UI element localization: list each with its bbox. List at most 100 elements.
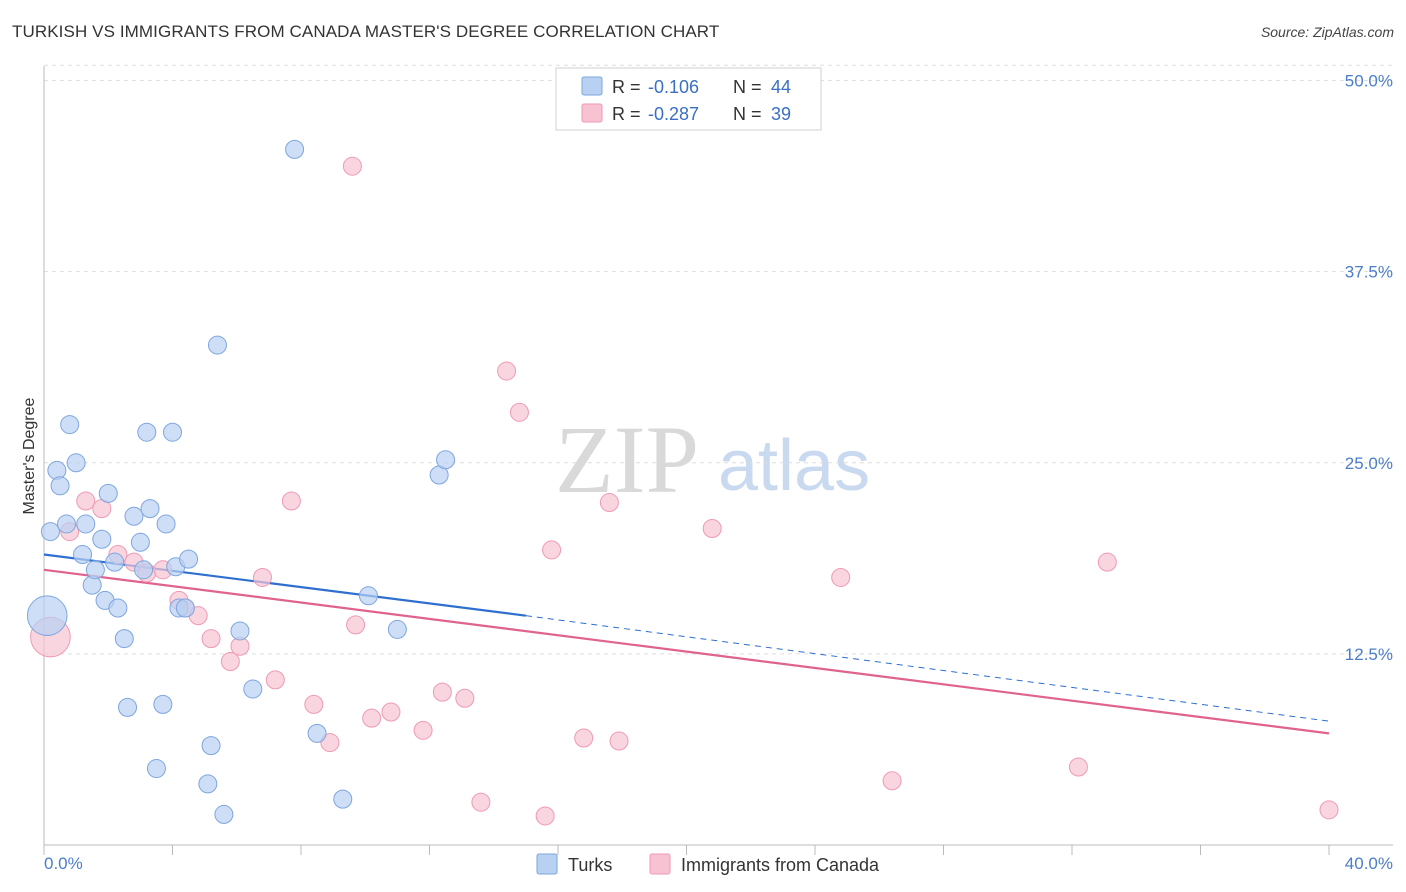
turks-trend-line: [43, 553, 527, 617]
y-axis-label: Master's Degree: [21, 397, 38, 514]
x-tick-label-max: 40.0%: [1345, 854, 1393, 873]
legend-n-label-turks: N =: [733, 77, 762, 97]
turks-point: [26, 595, 68, 636]
turks-point: [230, 621, 250, 641]
turks-point: [134, 560, 154, 580]
bottom-legend-swatch-canada: [649, 853, 671, 875]
canada-point: [1097, 552, 1117, 572]
axes: [43, 66, 1393, 855]
turks-point: [153, 694, 173, 714]
canada-trend-line: [43, 568, 1330, 735]
canada-point: [201, 629, 221, 649]
canada-point: [702, 519, 722, 539]
turks-point: [47, 460, 67, 480]
turks-trend-line-extension: [525, 615, 1330, 722]
chart-title: TURKISH VS IMMIGRANTS FROM CANADA MASTER…: [12, 22, 720, 41]
legend-r-label-turks: R =: [612, 77, 641, 97]
turks-point: [146, 759, 166, 779]
canada-point: [76, 491, 96, 511]
turks-point: [214, 804, 234, 824]
turks-point: [98, 483, 118, 503]
turks-point: [179, 549, 199, 569]
turks-point: [201, 736, 221, 756]
bottom-legend-swatch-turks: [536, 853, 558, 875]
turks-point: [207, 335, 227, 355]
legend-r-value-canada: -0.287: [648, 104, 699, 124]
turks-point: [105, 552, 125, 572]
turks-points: [26, 139, 456, 824]
bottom-legend-canada: Immigrants from Canada: [681, 855, 880, 875]
turks-point: [85, 560, 105, 580]
legend: R = -0.106 N = 44 R = -0.287 N = 39: [555, 67, 822, 131]
turks-point: [76, 514, 96, 534]
turks-point: [118, 697, 138, 717]
turks-point: [137, 422, 157, 442]
canada-point: [497, 361, 517, 381]
canada-point: [346, 615, 366, 635]
turks-point: [198, 774, 218, 794]
turks-point: [50, 476, 70, 496]
turks-point: [285, 139, 305, 159]
canada-point: [574, 728, 594, 748]
legend-n-label-canada: N =: [733, 104, 762, 124]
canada-point: [413, 720, 433, 740]
turks-point: [333, 789, 353, 809]
legend-n-value-turks: 44: [771, 77, 791, 97]
canada-point: [882, 771, 902, 791]
y-tick-label: 12.5%: [1345, 645, 1393, 664]
turks-point: [108, 598, 128, 618]
turks-point: [56, 514, 76, 534]
turks-point: [124, 506, 144, 526]
legend-swatch-canada: [581, 103, 603, 123]
turks-point: [82, 575, 102, 595]
turks-point: [307, 723, 327, 743]
legend-swatch-turks: [581, 76, 603, 96]
turks-point: [175, 598, 195, 618]
canada-point: [362, 708, 382, 728]
canada-point: [252, 567, 272, 587]
turks-point: [66, 453, 86, 473]
canada-point: [599, 493, 619, 513]
y-tick-label: 25.0%: [1345, 454, 1393, 473]
legend-r-label-canada: R =: [612, 104, 641, 124]
turks-point: [40, 522, 60, 542]
source-label: Source: ZipAtlas.com: [1260, 24, 1394, 40]
turks-point: [114, 629, 134, 649]
y-tick-labels: 12.5% 25.0% 37.5% 50.0%: [1345, 72, 1393, 664]
turks-point: [130, 532, 150, 552]
canada-point: [455, 688, 475, 708]
turks-point: [92, 529, 112, 549]
turks-point: [163, 422, 182, 442]
turks-point: [156, 514, 176, 534]
canada-point: [535, 806, 555, 826]
turks-point: [387, 619, 407, 639]
bottom-legend-turks: Turks: [568, 855, 612, 875]
turks-point: [73, 545, 93, 565]
turks-point: [436, 450, 456, 470]
legend-n-value-canada: 39: [771, 104, 791, 124]
canada-point: [831, 567, 851, 587]
turks-point: [358, 586, 378, 606]
x-tick-label-min: 0.0%: [44, 854, 83, 873]
canada-point: [1068, 757, 1088, 777]
canada-point: [342, 156, 362, 176]
watermark-zip: ZIP: [555, 406, 699, 513]
grid-lines: [44, 64, 1393, 655]
turks-point: [243, 679, 263, 699]
canada-point: [381, 702, 401, 722]
legend-r-value-turks: -0.106: [648, 77, 699, 97]
canada-point: [471, 792, 491, 812]
canada-point: [220, 652, 240, 672]
canada-point: [320, 733, 340, 753]
canada-point: [304, 694, 324, 714]
y-tick-label: 50.0%: [1345, 72, 1393, 91]
canada-point: [509, 402, 529, 422]
canada-point: [281, 491, 301, 511]
watermark-atlas: atlas: [718, 426, 870, 506]
bottom-legend: Turks Immigrants from Canada: [536, 853, 880, 875]
canada-point: [432, 682, 452, 702]
canada-point: [542, 540, 562, 560]
canada-point: [265, 670, 285, 690]
canada-point: [609, 731, 629, 751]
